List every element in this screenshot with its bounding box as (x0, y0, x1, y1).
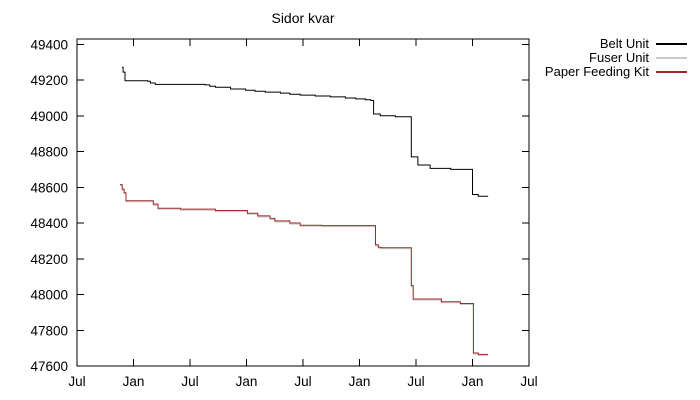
y-tick-label: 49000 (30, 109, 68, 124)
series-line-fuser-unit (119, 185, 489, 356)
chart-title: Sidor kvar (271, 10, 335, 26)
legend-item-fuser-unit: Fuser Unit (545, 50, 687, 65)
legend-label-fuser-unit: Fuser Unit (589, 50, 649, 65)
legend-item-belt-unit: Belt Unit (545, 36, 687, 51)
legend: Belt Unit Fuser Unit Paper Feeding Kit (544, 36, 687, 79)
y-tick-label: 48000 (30, 288, 68, 303)
x-tick-label: Jan (462, 374, 484, 389)
legend-line-sample-belt-unit (656, 42, 687, 45)
legend-label-paper-feeding-kit: Paper Feeding Kit (544, 64, 649, 79)
x-tick-label: Jul (407, 374, 424, 389)
series-line-belt-unit (122, 66, 489, 197)
legend-item-paper-feeding-kit: Paper Feeding Kit (544, 64, 687, 79)
x-tick-label: Jul (520, 374, 537, 389)
y-tick-label: 49400 (30, 37, 68, 52)
y-tick-label: 47800 (30, 323, 68, 338)
y-tick-label: 48600 (30, 180, 68, 195)
series-line-paper-feeding-kit (119, 184, 489, 355)
legend-line-sample-paper-feeding-kit (656, 70, 687, 73)
y-tick-label: 48200 (30, 252, 68, 267)
plot-border (76, 38, 530, 367)
x-tick-label: Jan (123, 374, 145, 389)
y-tick-label: 48400 (30, 216, 68, 231)
legend-line-sample-fuser-unit (656, 56, 687, 59)
y-tick-label: 47600 (30, 359, 68, 374)
legend-label-belt-unit: Belt Unit (599, 36, 649, 51)
x-tick-label: Jul (181, 374, 198, 389)
x-tick-label: Jan (349, 374, 371, 389)
x-tick-label: Jul (68, 374, 85, 389)
x-tick-label: Jul (294, 374, 311, 389)
y-tick-label: 48800 (30, 145, 68, 160)
y-tick-label: 49200 (30, 73, 68, 88)
x-tick-label: Jan (236, 374, 258, 389)
